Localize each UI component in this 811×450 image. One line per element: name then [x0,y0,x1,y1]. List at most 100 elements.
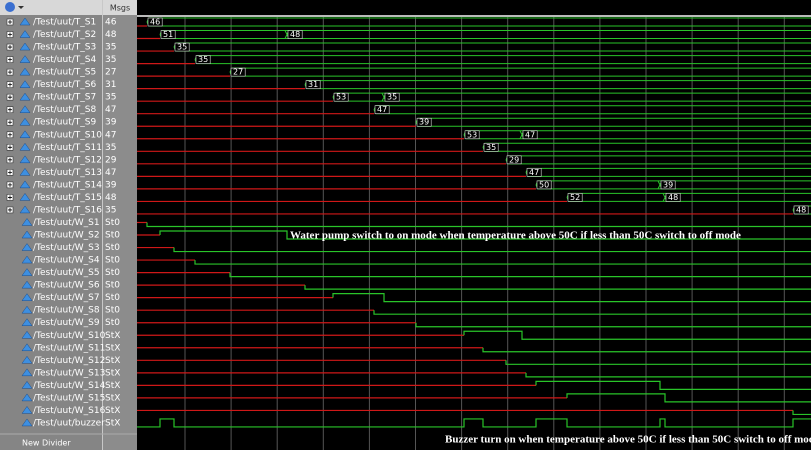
signal-name[interactable]: /Test/uut/T_S3 [33,43,96,53]
signal-name[interactable]: /Test/uut/T_S16 [33,205,102,215]
signal-name[interactable]: /Test/uut/W_S7 [33,293,100,303]
signal-name[interactable]: /Test/uut/T_S11 [33,143,102,153]
signal-name[interactable]: /Test/uut/W_S5 [33,268,100,278]
wave-logic [792,410,811,416]
signal-value: 31 [105,80,116,90]
expand-plus [8,157,12,162]
signal-value: 48 [105,193,117,203]
signal-icon [19,92,31,101]
signal-name[interactable]: /Test/uut/W_S8 [33,306,100,316]
signal-name[interactable]: /Test/uut/T_S15 [33,193,102,203]
value-panel [103,0,137,450]
signal-icon [19,167,31,176]
wave-label-box [416,117,432,127]
signal-icon [19,17,31,26]
expand-plus [8,182,12,187]
wave-value-label: 35 [177,43,187,52]
signal-name[interactable]: /Test/uut/T_S8 [33,105,96,115]
signal-value: 35 [105,205,116,215]
signal-icon [19,55,31,63]
signal-icon [21,343,33,352]
signal-icon [21,355,33,364]
signal-name[interactable]: /Test/uut/T_S5 [33,68,96,78]
wave-label-box [793,205,809,215]
signal-name[interactable]: /Test/uut/W_S13 [33,368,105,378]
signal-name[interactable]: /Test/uut/W_S2 [33,231,100,241]
signal-name[interactable]: /Test/uut/W_S9 [33,318,100,328]
signal-name[interactable]: /Test/uut/T_S1 [33,18,96,28]
expand-plus [8,195,12,200]
signal-name[interactable]: /Test/uut/T_S13 [33,168,102,178]
dropdown-arrow[interactable] [18,6,24,9]
expand-plus [8,145,12,150]
wave-value-label: 47 [525,130,535,139]
signal-name[interactable]: /Test/uut/W_S12 [33,356,105,366]
signal-icon [21,255,33,264]
wave-label-box [483,143,499,152]
signal-icon [21,330,33,339]
expand-plus [8,82,12,87]
wave-logic [566,393,811,403]
signal-value: StX [105,418,120,428]
signal-value: 47 [105,168,116,178]
signal-name[interactable]: /Test/uut/W_S15 [33,393,105,403]
wave-logic [159,230,811,240]
toolbar-icon[interactable] [5,2,15,12]
signal-name[interactable]: /Test/uut/W_S3 [33,243,100,253]
wave-logic [463,330,811,340]
wave-logic [373,310,811,315]
signal-value: StX [105,381,120,391]
signal-panel [0,0,103,450]
signal-icon [21,280,33,289]
signal-name[interactable]: /Test/uut/T_S14 [33,180,102,190]
signal-value: StX [105,406,120,416]
signal-name[interactable]: /Test/uut/T_S9 [33,118,96,128]
signal-icon [21,405,33,414]
signal-value: StX [105,356,120,366]
signal-name[interactable]: /Test/uut/T_S4 [33,55,96,65]
signal-icon [21,230,33,239]
signal-icon [19,30,31,38]
signal-name[interactable]: /Test/uut/W_S1 [33,218,100,228]
signal-name[interactable]: /Test/uut/buzzer [33,418,105,428]
signal-name[interactable]: /Test/uut/W_S16 [33,406,106,416]
signal-value: 35 [105,55,116,65]
signal-icon [21,380,33,389]
signal-icon [21,218,33,226]
signal-icon [19,192,31,201]
wave-logic [535,380,811,390]
wave-label-box [384,92,400,102]
signal-icon [21,243,33,251]
wave-label-box [374,105,390,115]
wave-logic [482,347,811,353]
signal-name[interactable]: /Test/uut/T_S10 [33,130,102,140]
wave-label-box [567,193,583,202]
wave-value-label: 35 [387,93,397,102]
expand-plus [8,57,12,62]
wave-value-label: 50 [539,180,549,189]
signal-name[interactable]: /Test/uut/W_S14 [33,381,106,391]
signal-value: St0 [105,281,120,291]
signal-value: StX [105,368,120,378]
signal-name[interactable]: /Test/uut/W_S10 [33,331,106,341]
wave-logic [332,293,811,303]
wave-label-box [230,67,246,77]
signal-value: St0 [105,306,120,316]
signal-name[interactable]: /Test/uut/W_S6 [33,281,100,291]
wave-label-box [147,17,163,27]
expand-plus [8,45,12,50]
signal-value: St0 [105,256,120,266]
signal-icon [19,205,31,214]
signal-name[interactable]: /Test/uut/T_S12 [33,155,102,165]
signal-value: StX [105,393,120,403]
signal-value: St0 [105,218,120,228]
signal-name[interactable]: /Test/uut/W_S11 [33,343,105,353]
wave-logic [525,372,811,378]
wave-area [137,0,811,450]
signal-name[interactable]: /Test/uut/T_S7 [33,93,96,103]
signal-icon [21,268,33,276]
signal-name[interactable]: /Test/uut/T_S2 [33,30,96,40]
signal-name[interactable]: /Test/uut/W_S4 [33,256,100,266]
wave-value-label: 46 [150,18,160,27]
signal-name[interactable]: /Test/uut/T_S6 [33,80,96,90]
